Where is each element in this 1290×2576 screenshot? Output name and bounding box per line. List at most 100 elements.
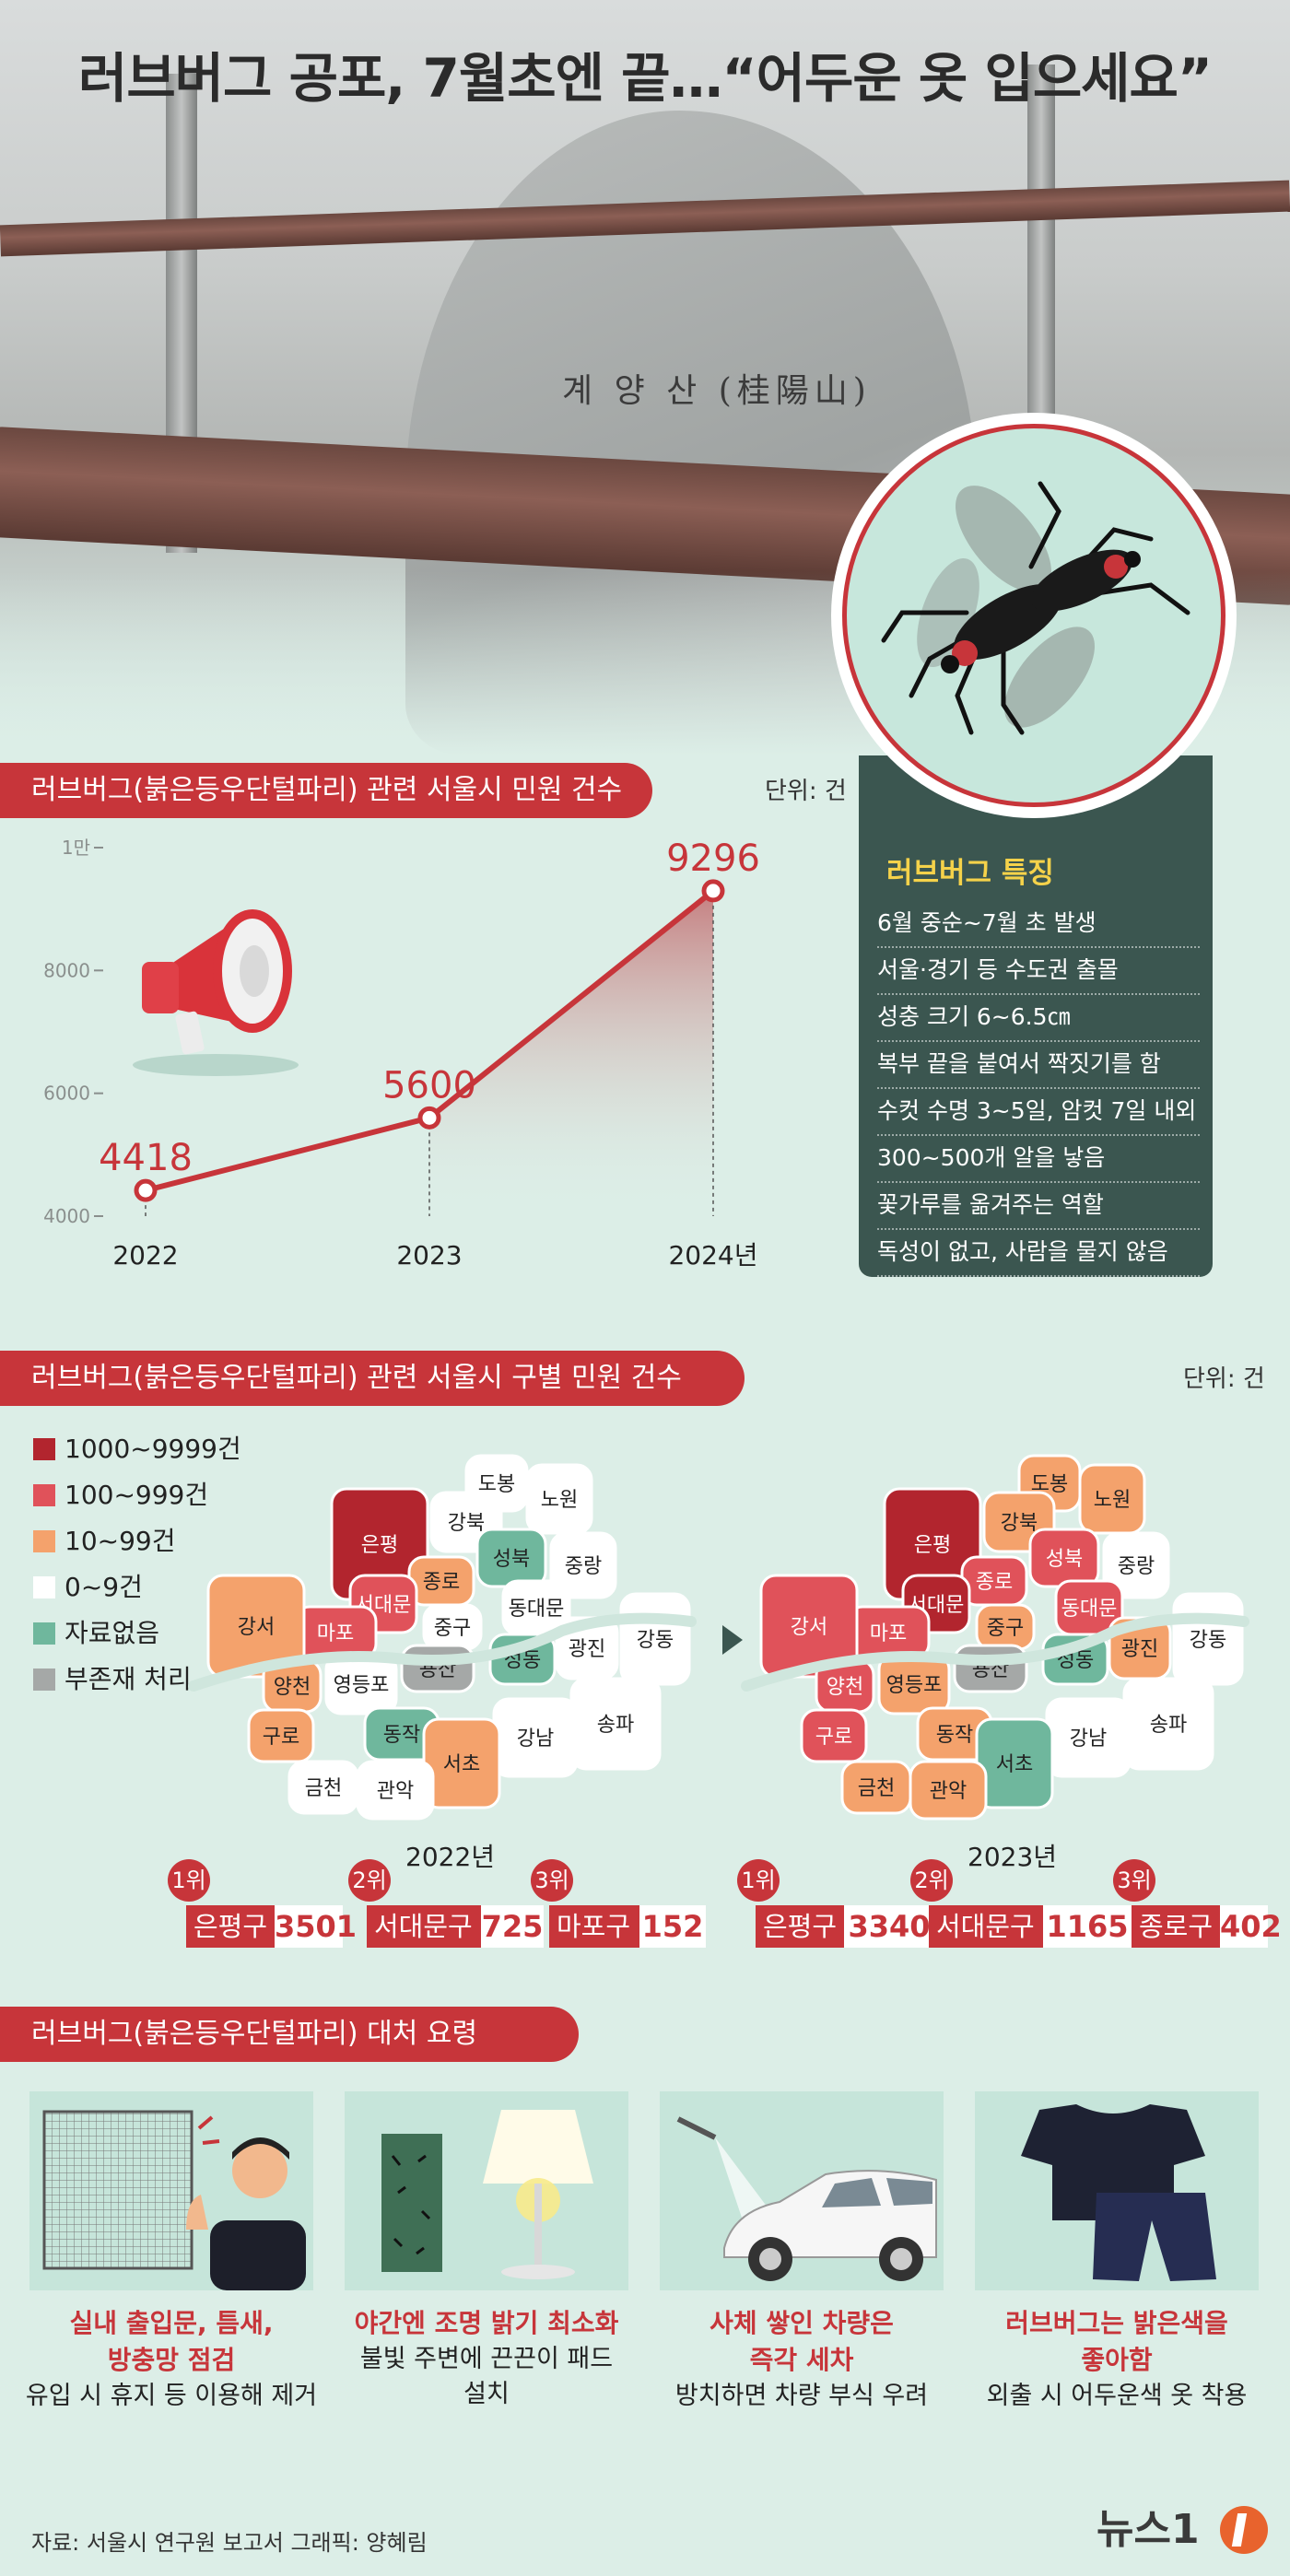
rank-count: 3340: [844, 1905, 934, 1948]
legend-label: 10~99건: [64, 1526, 176, 1556]
feature-item: 서울·경기 등 수도권 출몰: [877, 948, 1200, 995]
district-label: 강북: [448, 1512, 485, 1535]
y-tick-label: 6000: [43, 1083, 90, 1105]
rank-badge: 2위: [910, 1859, 953, 1902]
megaphone-icon: [133, 909, 299, 1076]
legend-label: 자료없음: [64, 1618, 160, 1648]
district-area: [206, 1574, 306, 1679]
district-label: 동대문: [509, 1598, 565, 1621]
legend-label: 100~999건: [64, 1480, 209, 1510]
legend-swatch: [33, 1576, 55, 1598]
district-label: 영등포: [886, 1674, 943, 1697]
rank-district: 마포구: [549, 1905, 639, 1948]
tip-heading: 사체 쌓인 차량은 즉각 세차: [660, 2305, 944, 2379]
data-label: 4418: [99, 1137, 193, 1179]
section-header-tips: 러브버그(붉은등우단털파리) 대처 요령: [0, 2007, 579, 2062]
complaints-line-chart: 4000 6000 8000 1만 4418 2022 5600 2023 9296 2024년: [43, 837, 760, 1270]
data-label: 5600: [382, 1064, 476, 1107]
district-label: 노원: [541, 1489, 578, 1512]
district-label: 강서: [791, 1616, 827, 1639]
data-point: [701, 879, 725, 903]
district-label: 양천: [827, 1676, 863, 1699]
lamp-icon: [381, 2110, 593, 2279]
district-label: 송파: [1150, 1714, 1187, 1737]
district-label: 금천: [858, 1777, 895, 1800]
rock-inscription: 계 양 산 (桂陽山): [562, 372, 872, 410]
x-tick-label: 2022: [112, 1240, 178, 1270]
district-label: 동작: [936, 1724, 973, 1747]
han-river: [741, 1612, 1249, 1692]
rank-count: 402: [1220, 1905, 1282, 1948]
district-label: 종로: [423, 1571, 460, 1594]
tip-description-line: 불빛 주변에 끈끈이 패드: [359, 2345, 614, 2373]
tip-description: 방치하면 차량 부식 우려: [651, 2379, 953, 2414]
legend-swatch: [33, 1438, 55, 1460]
rank-count: 152: [639, 1905, 706, 1948]
y-tick-label: 4000: [43, 1205, 90, 1227]
tip-description-line: 유입 시 휴지 등 이용해 제거: [25, 2382, 318, 2410]
district-label: 중구: [987, 1617, 1024, 1640]
source-credit: 자료: 서울시 연구원 보고서 그래픽: 양혜림: [31, 2530, 428, 2556]
district-area: [759, 1574, 859, 1679]
tip-heading-line: 실내 출입문, 틈새,: [69, 2308, 274, 2338]
district-label: 노원: [1094, 1489, 1131, 1512]
district-label: 관악: [930, 1780, 967, 1803]
tip-illustration: [29, 2091, 313, 2290]
district-label: 구로: [815, 1726, 852, 1749]
district-label: 종로: [976, 1571, 1013, 1594]
legend-swatch: [33, 1669, 55, 1691]
district-label: 서초: [996, 1753, 1033, 1776]
tip-heading: 야간엔 조명 밝기 최소화: [345, 2305, 628, 2342]
unit-label: 단위: 건: [1183, 1365, 1265, 1393]
feature-item: 300~500개 알을 낳음: [877, 1136, 1200, 1183]
tip-heading-line: 좋아함: [1081, 2345, 1153, 2375]
feature-item: 성충 크기 6~6.5㎝: [877, 995, 1200, 1042]
tip-illustration: [345, 2091, 628, 2290]
page-title: 러브버그 공포, 7월초엔 끝…“어두운 옷 입으세요”: [77, 47, 1213, 110]
district-label: 마포: [317, 1622, 354, 1645]
district-label: 양천: [274, 1676, 311, 1699]
district-label: 은평: [914, 1534, 951, 1557]
tip-description-line: 설치: [463, 2380, 510, 2408]
district-label: 강남: [517, 1727, 554, 1751]
rank-badge: 2위: [348, 1859, 391, 1902]
district-label: 성북: [493, 1548, 530, 1571]
district-label: 동작: [383, 1724, 420, 1747]
feature-item: 수컷 수명 3~5일, 암컷 7일 내외: [877, 1089, 1200, 1136]
x-tick-label: 2023: [396, 1240, 462, 1270]
han-river: [188, 1612, 697, 1692]
district-area: [1102, 1531, 1170, 1599]
feature-item: 독성이 없고, 사람을 물지 않음: [877, 1230, 1200, 1277]
district-label: 관악: [377, 1780, 414, 1803]
mating-bugs-icon: [881, 481, 1190, 735]
legend-swatch: [33, 1484, 55, 1506]
legend-label: 1000~9999건: [64, 1434, 241, 1464]
feature-item: 6월 중순~7월 초 발생: [877, 901, 1200, 948]
district-area: [549, 1531, 617, 1599]
district-label: 송파: [597, 1714, 634, 1737]
district-area: [909, 1760, 988, 1821]
data-point: [134, 1178, 158, 1202]
district-label: 강북: [1001, 1512, 1038, 1535]
lovebug-illustration: [831, 413, 1237, 818]
car-wash-icon: [676, 2116, 937, 2281]
district-label: 동대문: [1061, 1598, 1118, 1621]
tip-illustration: [660, 2091, 944, 2290]
news1-logo: 뉴스1: [1096, 2506, 1268, 2554]
map-year-2022: 2022년: [405, 1842, 496, 1872]
data-point: [417, 1106, 441, 1130]
tip-description: 외출 시 어두운색 옷 착용: [966, 2379, 1268, 2414]
district-label: 구로: [263, 1726, 299, 1749]
rank-count: 725: [481, 1905, 544, 1948]
rank-district: 은평구: [186, 1905, 275, 1948]
tip-heading-line: 러브버그는 밝은색을: [1005, 2308, 1228, 2338]
tip-illustration: [975, 2091, 1259, 2290]
district-label: 영등포: [334, 1674, 390, 1697]
district-label: 강동: [637, 1629, 674, 1652]
x-tick-label: 2024년: [668, 1240, 757, 1270]
district-label: 광진: [1121, 1638, 1158, 1661]
rank-count: 1165: [1043, 1905, 1132, 1948]
tip-heading-line: 즉각 세차: [749, 2345, 854, 2375]
